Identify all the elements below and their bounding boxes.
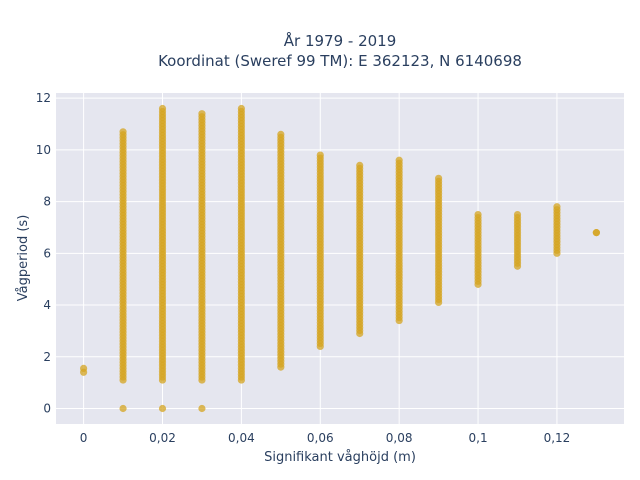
y-tick-label: 6: [43, 246, 51, 260]
data-point: [592, 229, 600, 237]
x-axis-title: Signifikant våghöjd (m): [264, 450, 416, 465]
data-point: [198, 110, 206, 118]
data-point: [435, 174, 443, 182]
y-tick-labels: 0 2 4 6 8 10 12: [36, 91, 51, 415]
data-point: [158, 404, 167, 413]
y-tick-label: 8: [43, 195, 51, 209]
x-tick-label: 0,08: [386, 431, 413, 445]
plot-area: [56, 93, 624, 424]
x-tick-labels: 0 0,02 0,04 0,06 0,08 0,1 0,12: [80, 431, 571, 445]
chart-title-line1: År 1979 - 2019: [284, 31, 397, 50]
y-tick-label: 2: [43, 350, 51, 364]
data-point: [277, 130, 285, 138]
x-tick-label: 0,02: [149, 431, 176, 445]
data-point: [474, 210, 482, 219]
data-point: [356, 161, 364, 170]
data-point: [158, 104, 167, 113]
data-point: [513, 210, 522, 219]
data-point: [119, 128, 127, 136]
x-tick-label: 0,06: [307, 431, 334, 445]
data-point: [80, 364, 88, 373]
data-point: [119, 404, 127, 413]
y-tick-label: 10: [36, 143, 51, 157]
chart-title-line2: Koordinat (Sweref 99 TM): E 362123, N 61…: [158, 52, 522, 70]
y-tick-label: 4: [43, 298, 51, 312]
x-tick-label: 0: [80, 431, 88, 445]
data-point: [316, 151, 324, 159]
data-point: [553, 203, 561, 211]
y-axis-title: Vågperiod (s): [16, 215, 31, 302]
y-tick-label: 12: [36, 91, 51, 105]
data-points: [80, 104, 600, 413]
data-point: [395, 156, 403, 164]
x-tick-label: 0,12: [544, 431, 571, 445]
x-tick-label: 0,1: [469, 431, 488, 445]
x-tick-label: 0,04: [228, 431, 255, 445]
data-point: [198, 404, 206, 413]
data-point: [237, 104, 245, 113]
y-tick-label: 0: [43, 401, 51, 415]
